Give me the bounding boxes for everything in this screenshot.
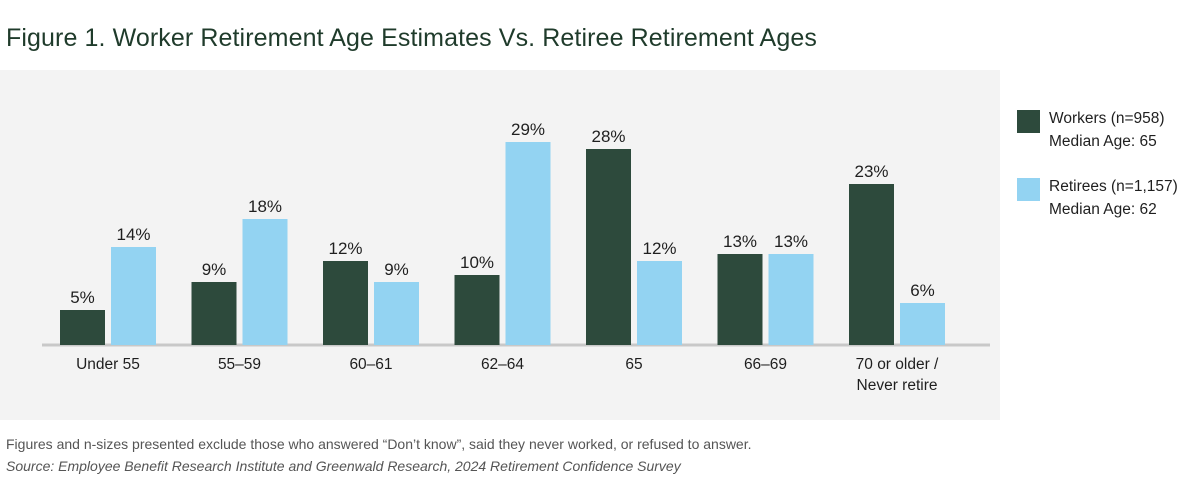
data-label-retirees-4: 12% xyxy=(642,239,676,258)
chart-panel xyxy=(0,70,1000,420)
bar-chart: 5% 14% Under 55 9% 18% 55–59 12% 9% 60–61 10% 29% 6… xyxy=(42,120,990,394)
data-label-retirees-3: 29% xyxy=(511,120,545,139)
bar-workers-2 xyxy=(323,261,368,345)
data-label-workers-1: 9% xyxy=(202,260,227,279)
chart-legend: Workers (n=958) Median Age: 65 Retirees … xyxy=(1017,107,1200,243)
bar-retirees-5 xyxy=(768,254,814,345)
data-label-workers-4: 28% xyxy=(591,127,625,146)
category-label-6: 70 or older / Never retire xyxy=(856,356,939,394)
source-note: Source: Employee Benefit Research Instit… xyxy=(6,458,681,474)
data-label-retirees-2: 9% xyxy=(384,260,409,279)
category-label-1: 55–59 xyxy=(218,356,261,373)
data-label-workers-6: 23% xyxy=(854,162,888,181)
data-label-workers-0: 5% xyxy=(70,288,95,307)
legend-median-workers: Median Age: 65 xyxy=(1049,133,1157,150)
data-label-workers-5: 13% xyxy=(723,232,757,251)
data-label-retirees-1: 18% xyxy=(248,197,282,216)
category-label-4: 65 xyxy=(625,356,642,373)
bar-retirees-1 xyxy=(242,219,288,345)
bar-retirees-6 xyxy=(900,303,945,345)
footnote: Figures and n-sizes presented exclude th… xyxy=(6,436,752,452)
category-label-3: 62–64 xyxy=(481,356,524,373)
data-label-workers-2: 12% xyxy=(328,239,362,258)
bar-retirees-3 xyxy=(505,142,551,345)
data-label-retirees-5: 13% xyxy=(774,232,808,251)
legend-label-retirees: Retirees (n=1,157) xyxy=(1049,178,1178,195)
category-label-0: Under 55 xyxy=(76,356,140,373)
bar-workers-6 xyxy=(849,184,894,345)
bar-workers-3 xyxy=(454,275,500,345)
bar-retirees-2 xyxy=(374,282,419,345)
legend-median-retirees: Median Age: 62 xyxy=(1049,201,1157,218)
data-label-workers-3: 10% xyxy=(460,253,494,272)
data-label-retirees-0: 14% xyxy=(116,225,150,244)
bar-workers-5 xyxy=(717,254,763,345)
legend-swatch-workers xyxy=(1017,110,1040,133)
legend-label-workers: Workers (n=958) xyxy=(1049,110,1165,127)
chart-title: Figure 1. Worker Retirement Age Estimate… xyxy=(6,24,817,52)
bar-workers-1 xyxy=(191,282,237,345)
legend-swatch-retirees xyxy=(1017,178,1040,201)
bar-retirees-0 xyxy=(111,247,156,345)
data-label-retirees-6: 6% xyxy=(910,281,935,300)
legend-item-workers: Workers (n=958) Median Age: 65 xyxy=(1017,107,1200,167)
bar-retirees-4 xyxy=(637,261,682,345)
category-label-5: 66–69 xyxy=(744,356,787,373)
bar-workers-4 xyxy=(586,149,631,345)
category-label-2: 60–61 xyxy=(349,356,392,373)
bar-workers-0 xyxy=(60,310,105,345)
legend-item-retirees: Retirees (n=1,157) Median Age: 62 xyxy=(1017,175,1200,235)
